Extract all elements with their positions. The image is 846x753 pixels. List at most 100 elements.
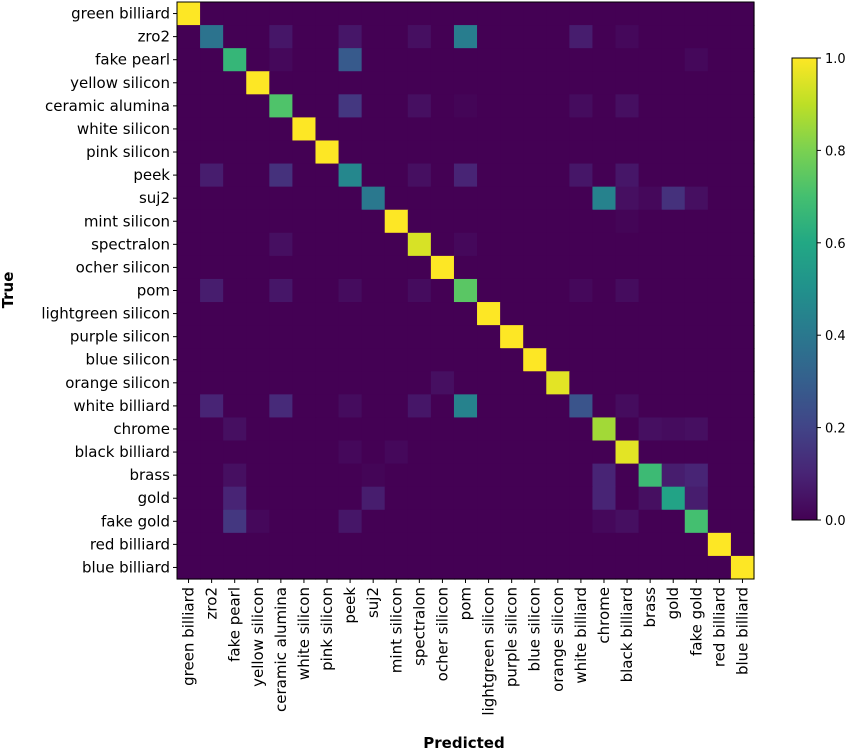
cell-21-15 [523, 486, 547, 511]
cell-6-16 [546, 140, 570, 165]
cell-23-16 [546, 532, 570, 557]
cell-9-5 [292, 209, 317, 234]
y-tick-label: white silicon [77, 120, 170, 138]
cell-22-10 [407, 509, 432, 534]
cell-24-1 [200, 555, 224, 580]
cell-20-11 [430, 463, 455, 488]
cell-12-8 [361, 278, 386, 303]
cell-8-20 [638, 186, 663, 211]
cell-14-23 [707, 325, 732, 349]
cell-16-20 [638, 371, 663, 395]
cell-18-12 [453, 417, 478, 442]
cell-18-20 [638, 417, 663, 442]
cell-0-7 [338, 2, 363, 26]
cell-4-18 [592, 94, 617, 118]
cell-17-9 [384, 394, 409, 419]
cell-10-16 [546, 232, 570, 257]
cell-1-3 [246, 25, 270, 49]
cell-8-4 [269, 186, 293, 211]
cell-22-9 [384, 509, 409, 534]
cell-7-22 [684, 163, 709, 188]
cell-21-4 [269, 486, 293, 511]
cell-20-13 [477, 463, 501, 488]
cell-3-10 [407, 71, 432, 95]
cell-17-10 [407, 394, 432, 419]
cell-22-11 [430, 509, 455, 534]
cell-20-16 [546, 463, 570, 488]
cell-13-16 [546, 302, 570, 326]
cell-13-9 [384, 302, 409, 326]
cell-20-2 [223, 463, 247, 488]
cell-23-0 [177, 532, 201, 557]
cell-19-12 [453, 440, 478, 465]
cell-1-1 [200, 25, 224, 49]
cell-11-17 [569, 255, 594, 280]
cell-16-16 [546, 371, 570, 395]
cell-19-14 [500, 440, 524, 465]
cell-4-5 [292, 94, 317, 118]
cell-18-16 [546, 417, 570, 442]
cell-21-3 [246, 486, 270, 511]
y-axis: green billiard zro2 fake pearl yellow silic… [41, 5, 177, 576]
cell-16-2 [223, 371, 247, 395]
cell-9-13 [477, 209, 501, 234]
cell-18-5 [292, 417, 317, 442]
cell-11-9 [384, 255, 409, 280]
cell-18-21 [661, 417, 686, 442]
cell-5-22 [684, 117, 709, 142]
cell-17-14 [500, 394, 524, 419]
cell-8-3 [246, 186, 270, 211]
cell-16-14 [500, 371, 524, 395]
cell-8-19 [615, 186, 640, 211]
cell-23-24 [730, 532, 755, 557]
y-tick-label: orange silicon [65, 374, 170, 392]
cell-11-1 [200, 255, 224, 280]
cell-22-18 [592, 509, 617, 534]
cell-6-7 [338, 140, 363, 165]
cell-14-14 [500, 325, 524, 349]
cell-0-6 [315, 2, 340, 26]
cell-3-3 [246, 71, 270, 95]
y-tick-label: yellow silicon [70, 74, 170, 92]
x-tick-label: blue silicon [526, 587, 544, 671]
x-tick-label: mint silicon [387, 587, 405, 673]
cell-14-6 [315, 325, 340, 349]
cell-10-11 [430, 232, 455, 257]
cell-23-10 [407, 532, 432, 557]
y-tick-label: purple silicon [70, 328, 170, 346]
cell-3-20 [638, 71, 663, 95]
cell-15-7 [338, 348, 363, 372]
cell-4-14 [500, 94, 524, 118]
cell-0-13 [477, 2, 501, 26]
cell-23-21 [661, 532, 686, 557]
cell-13-24 [730, 302, 755, 326]
cell-23-11 [430, 532, 455, 557]
cell-13-21 [661, 302, 686, 326]
y-tick-label: pom [137, 282, 170, 300]
cell-21-22 [684, 486, 709, 511]
cell-16-23 [707, 371, 732, 395]
cell-5-12 [453, 117, 478, 142]
cell-12-17 [569, 278, 594, 303]
cell-19-16 [546, 440, 570, 465]
cell-2-15 [523, 48, 547, 72]
y-tick-label: fake gold [101, 512, 170, 530]
cell-23-3 [246, 532, 270, 557]
cell-20-22 [684, 463, 709, 488]
cell-1-19 [615, 25, 640, 49]
cell-7-14 [500, 163, 524, 188]
cell-10-8 [361, 232, 386, 257]
cell-0-8 [361, 2, 386, 26]
cell-5-20 [638, 117, 663, 142]
cell-0-24 [730, 2, 755, 26]
x-tick-label: zro2 [203, 587, 221, 619]
cell-16-22 [684, 371, 709, 395]
cell-3-19 [615, 71, 640, 95]
cell-9-19 [615, 209, 640, 234]
cell-5-13 [477, 117, 501, 142]
cell-3-9 [384, 71, 409, 95]
cell-9-24 [730, 209, 755, 234]
cell-12-18 [592, 278, 617, 303]
y-tick-label: red billiard [90, 535, 170, 553]
colorbar-tick-label: 0.0 [825, 514, 846, 529]
